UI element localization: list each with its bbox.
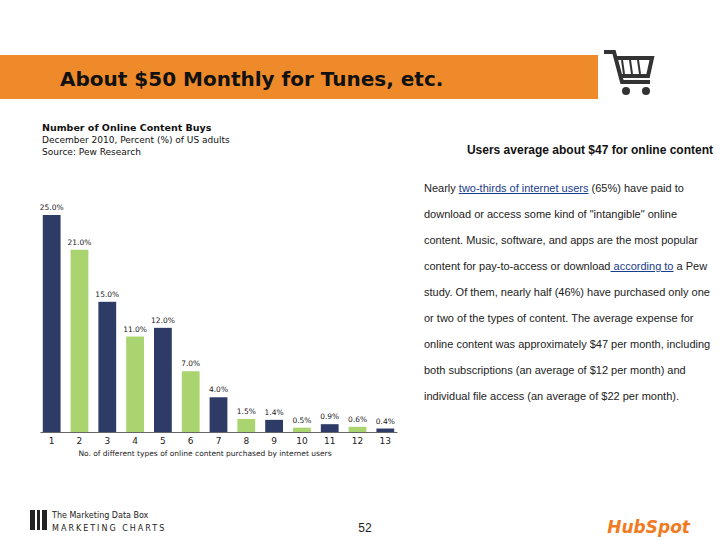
paragraph-text: (65%) have paid to download or access so… bbox=[424, 182, 698, 272]
data-label: 0.4% bbox=[376, 417, 395, 426]
cart-slat-2 bbox=[638, 60, 640, 74]
data-label: 15.0% bbox=[95, 290, 119, 299]
bar bbox=[182, 371, 200, 432]
data-label: 12.0% bbox=[151, 316, 175, 325]
logo-bar-2 bbox=[42, 510, 47, 530]
paragraph-text: Nearly bbox=[424, 182, 459, 194]
x-axis-title: No. of different types of online content… bbox=[78, 449, 331, 458]
bar bbox=[237, 419, 255, 432]
x-tick: 9 bbox=[271, 436, 277, 446]
cart-icon bbox=[598, 38, 658, 102]
data-label: 4.0% bbox=[209, 385, 228, 394]
x-tick-label: 13 bbox=[380, 436, 391, 446]
bar bbox=[293, 428, 311, 432]
cart-bg bbox=[598, 38, 658, 102]
x-tick: 8 bbox=[243, 436, 249, 446]
bars bbox=[43, 215, 394, 432]
bar bbox=[154, 328, 172, 432]
x-tick: 4 bbox=[132, 436, 138, 446]
chart-subtitle: December 2010, Percent (%) of US adults bbox=[42, 135, 230, 145]
data-label: 0.9% bbox=[320, 412, 339, 421]
x-tick-label: 4 bbox=[132, 436, 138, 446]
paragraph: Nearly two-thirds of internet users (65%… bbox=[424, 175, 712, 409]
bar bbox=[265, 420, 283, 432]
hubspot-logo: HubSpot bbox=[607, 517, 691, 537]
cart-body bbox=[604, 52, 652, 82]
slide-wrap: About $50 Monthly for Tunes, etc. Number … bbox=[0, 0, 720, 540]
x-tick: 2 bbox=[77, 436, 83, 446]
data-label: 7.0% bbox=[181, 359, 200, 368]
x-tick-label: 6 bbox=[188, 436, 194, 446]
x-tick-label: 1 bbox=[49, 436, 55, 446]
x-tick: 3 bbox=[104, 436, 110, 446]
bar bbox=[376, 429, 394, 432]
x-tick-label: 3 bbox=[104, 436, 110, 446]
x-tick-label: 10 bbox=[296, 436, 308, 446]
logo-bottom-text: MARKETING CHARTS bbox=[52, 524, 166, 533]
data-label: 1.4% bbox=[265, 408, 284, 417]
x-tick-label: 12 bbox=[352, 436, 363, 446]
x-tick-label: 11 bbox=[324, 436, 335, 446]
cart-slat-0 bbox=[622, 60, 624, 74]
x-tick-label: 7 bbox=[216, 436, 222, 446]
x-tick: 6 bbox=[188, 436, 194, 446]
x-tick-label: 5 bbox=[160, 436, 166, 446]
x-tick: 12 bbox=[352, 436, 363, 446]
x-tick: 5 bbox=[160, 436, 166, 446]
chart-source: Source: Pew Research bbox=[42, 147, 141, 157]
x-tick: 11 bbox=[324, 436, 335, 446]
x-tick: 7 bbox=[216, 436, 222, 446]
bar bbox=[71, 250, 89, 432]
marketing-charts-logo: The Marketing Data Box MARKETING CHARTS bbox=[30, 510, 166, 533]
data-label: 21.0% bbox=[68, 238, 92, 247]
x-tick-label: 8 bbox=[243, 436, 249, 446]
bar bbox=[43, 215, 61, 432]
x-axis: 12345678910111213 bbox=[41, 433, 398, 447]
bar bbox=[126, 337, 144, 432]
bar bbox=[321, 424, 339, 432]
paragraph-link[interactable]: according to bbox=[611, 260, 674, 272]
x-tick: 13 bbox=[380, 436, 391, 446]
cart-wheel bbox=[642, 87, 650, 95]
cart-slat-1 bbox=[630, 60, 632, 74]
data-label: 1.5% bbox=[237, 407, 256, 416]
x-tick-label: 9 bbox=[271, 436, 277, 446]
bar bbox=[349, 427, 367, 432]
logo-bar-0 bbox=[30, 510, 35, 530]
x-axis-line bbox=[41, 432, 398, 433]
bar bbox=[98, 302, 116, 432]
page-number: 52 bbox=[358, 521, 372, 535]
data-labels: 25.0% 21.0% 15.0% 11.0% 12.0% 7.0% 4.0% 1.5% 1.4… bbox=[40, 203, 395, 426]
headline: Users average about $47 for online conte… bbox=[408, 143, 713, 157]
data-label: 25.0% bbox=[40, 203, 64, 212]
data-label: 11.0% bbox=[123, 325, 147, 334]
paragraph-text: a Pew study. Of them, nearly half (46%) … bbox=[424, 260, 710, 402]
logo-bar-1 bbox=[37, 510, 40, 530]
x-tick-label: 2 bbox=[77, 436, 83, 446]
slide-title: About $50 Monthly for Tunes, etc. bbox=[60, 67, 443, 91]
cart-wheel bbox=[622, 87, 630, 95]
x-tick: 10 bbox=[296, 436, 308, 446]
data-label: 0.6% bbox=[348, 415, 367, 424]
x-tick: 1 bbox=[49, 436, 55, 446]
logo-top-text: The Marketing Data Box bbox=[51, 511, 149, 520]
bar bbox=[210, 397, 228, 432]
data-label: 0.5% bbox=[292, 416, 311, 425]
chart-title: Number of Online Content Buys bbox=[42, 122, 212, 133]
background bbox=[0, 0, 720, 540]
paragraph-link[interactable]: two-thirds of internet users bbox=[459, 182, 589, 194]
title-band bbox=[0, 55, 600, 99]
